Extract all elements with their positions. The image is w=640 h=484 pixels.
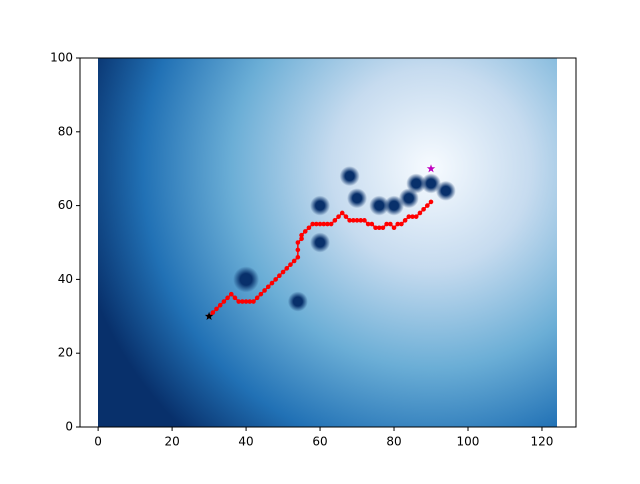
- x-tick-label: 0: [94, 435, 102, 449]
- path-point: [299, 232, 304, 238]
- path-point: [258, 291, 264, 297]
- x-tick-label: 20: [164, 435, 179, 449]
- path-point: [321, 221, 327, 227]
- path-point: [384, 221, 389, 227]
- path-point: [373, 225, 378, 231]
- path-point: [247, 299, 253, 304]
- path-point: [354, 218, 360, 223]
- path-point: [365, 221, 371, 227]
- x-tick-label: 80: [386, 435, 401, 449]
- obstacle: [421, 173, 442, 194]
- path-point: [225, 295, 230, 301]
- obstacle: [347, 188, 368, 209]
- path-point: [328, 221, 334, 227]
- path-point: [280, 269, 286, 275]
- path-point: [295, 247, 301, 253]
- obstacle: [384, 195, 405, 216]
- y-tick-label: 40: [58, 272, 73, 286]
- path-point: [251, 299, 256, 304]
- path-point: [332, 218, 338, 223]
- path-point: [406, 214, 412, 219]
- path-point: [210, 310, 216, 315]
- obstacle: [310, 195, 331, 216]
- path-point: [314, 221, 319, 227]
- path-point: [421, 206, 426, 212]
- path-point: [295, 240, 301, 245]
- x-tick-label: 40: [238, 435, 253, 449]
- path-point: [306, 225, 312, 231]
- path-point: [369, 221, 375, 227]
- path-point: [262, 288, 267, 293]
- x-tick-label: 60: [312, 435, 327, 449]
- path-point: [425, 203, 430, 208]
- obstacle: [310, 232, 331, 253]
- path-point: [347, 218, 352, 223]
- path-point: [273, 277, 278, 282]
- path-point: [410, 214, 415, 219]
- path-point: [339, 210, 345, 216]
- path-point: [302, 229, 308, 234]
- y-tick-label: 0: [65, 420, 73, 434]
- path-point: [310, 221, 315, 227]
- path-point: [380, 225, 386, 231]
- path-point: [388, 221, 393, 227]
- y-tick-label: 20: [58, 346, 73, 360]
- y-tick-label: 80: [58, 124, 73, 138]
- path-point: [228, 291, 234, 297]
- path-point: [214, 306, 219, 312]
- obstacle: [406, 173, 427, 194]
- obstacle: [369, 195, 390, 216]
- path-point: [217, 302, 223, 308]
- obstacle: [287, 291, 308, 312]
- path-point: [391, 225, 397, 231]
- path-point: [413, 214, 419, 219]
- path-point: [358, 218, 364, 223]
- path-point: [428, 199, 434, 205]
- path-point: [299, 236, 304, 242]
- obstacle: [398, 188, 419, 209]
- path-point: [236, 299, 241, 304]
- path-point: [362, 218, 367, 223]
- path-point: [317, 221, 323, 227]
- x-tick-label: 120: [531, 435, 554, 449]
- path-point: [351, 218, 356, 223]
- path-point: [265, 284, 271, 290]
- path-point: [402, 218, 408, 223]
- plot-area: [233, 166, 456, 312]
- path-point: [254, 295, 260, 301]
- path-point: [295, 254, 301, 260]
- path-point: [284, 266, 290, 271]
- path-point: [277, 273, 282, 279]
- obstacle: [233, 266, 260, 293]
- path-point: [221, 299, 227, 304]
- obstacle: [339, 166, 360, 187]
- y-tick-label: 60: [58, 198, 73, 212]
- path-point: [376, 225, 382, 231]
- path-point: [417, 210, 423, 216]
- y-tick-label: 100: [50, 51, 73, 65]
- path-point: [399, 221, 404, 227]
- path-point: [395, 221, 401, 227]
- obstacle: [435, 180, 456, 201]
- path-point: [240, 299, 245, 304]
- path-point: [288, 262, 293, 267]
- path-point: [269, 280, 275, 286]
- path-point: [336, 214, 341, 219]
- goal-marker: [426, 164, 436, 173]
- path-point: [325, 221, 330, 227]
- x-tick-label: 100: [457, 435, 480, 449]
- path-point: [243, 299, 249, 304]
- path-point: [291, 258, 297, 264]
- start-marker: [204, 311, 214, 320]
- path-point: [232, 295, 238, 301]
- path-point: [343, 214, 349, 219]
- axes-frame: [79, 57, 577, 428]
